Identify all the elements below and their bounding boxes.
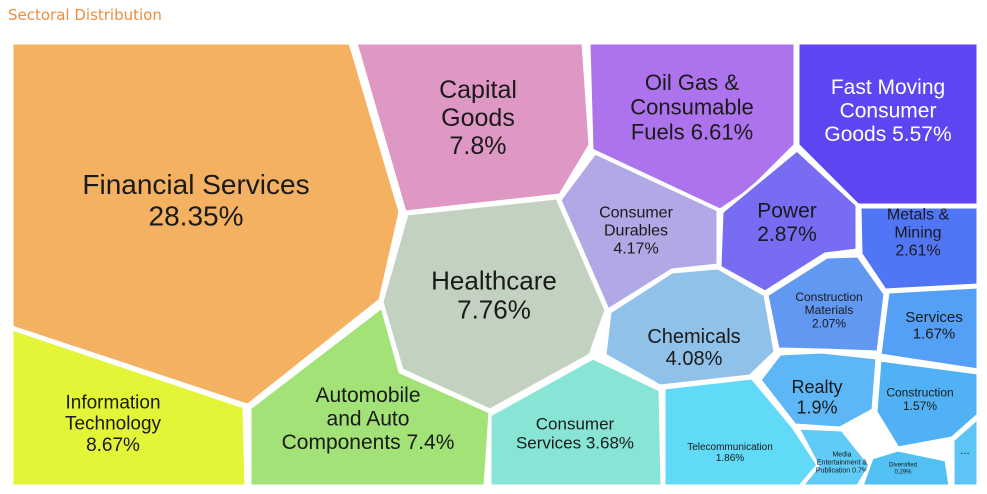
chart-title: Sectoral Distribution xyxy=(8,6,162,24)
sector-cell-fast-moving-consumer-goods[interactable] xyxy=(796,41,980,207)
sector-cell-more[interactable] xyxy=(951,416,980,488)
sector-cell-power[interactable] xyxy=(718,148,859,294)
sector-cell-chemicals[interactable] xyxy=(603,266,777,388)
sector-cell-capital-goods[interactable] xyxy=(354,41,592,214)
sector-cell-healthcare[interactable] xyxy=(380,196,608,412)
sector-cell-construction-materials[interactable] xyxy=(765,254,887,354)
sector-cell-realty[interactable] xyxy=(758,350,879,430)
sector-cell-media-entertainment-publication[interactable] xyxy=(796,426,872,488)
sector-cell-consumer-durables[interactable] xyxy=(558,151,720,312)
sector-cell-metals-mining[interactable] xyxy=(858,205,980,292)
sector-cell-consumer-services[interactable] xyxy=(488,356,664,488)
sector-cell-construction[interactable] xyxy=(874,358,980,450)
sector-cell-financial-services[interactable] xyxy=(10,41,402,407)
sector-cell-services[interactable] xyxy=(878,285,980,372)
sector-cell-automobile-and-auto-components[interactable] xyxy=(248,305,492,488)
sector-cell-diversified[interactable] xyxy=(860,448,952,488)
sector-cell-information-technology[interactable] xyxy=(10,327,248,488)
